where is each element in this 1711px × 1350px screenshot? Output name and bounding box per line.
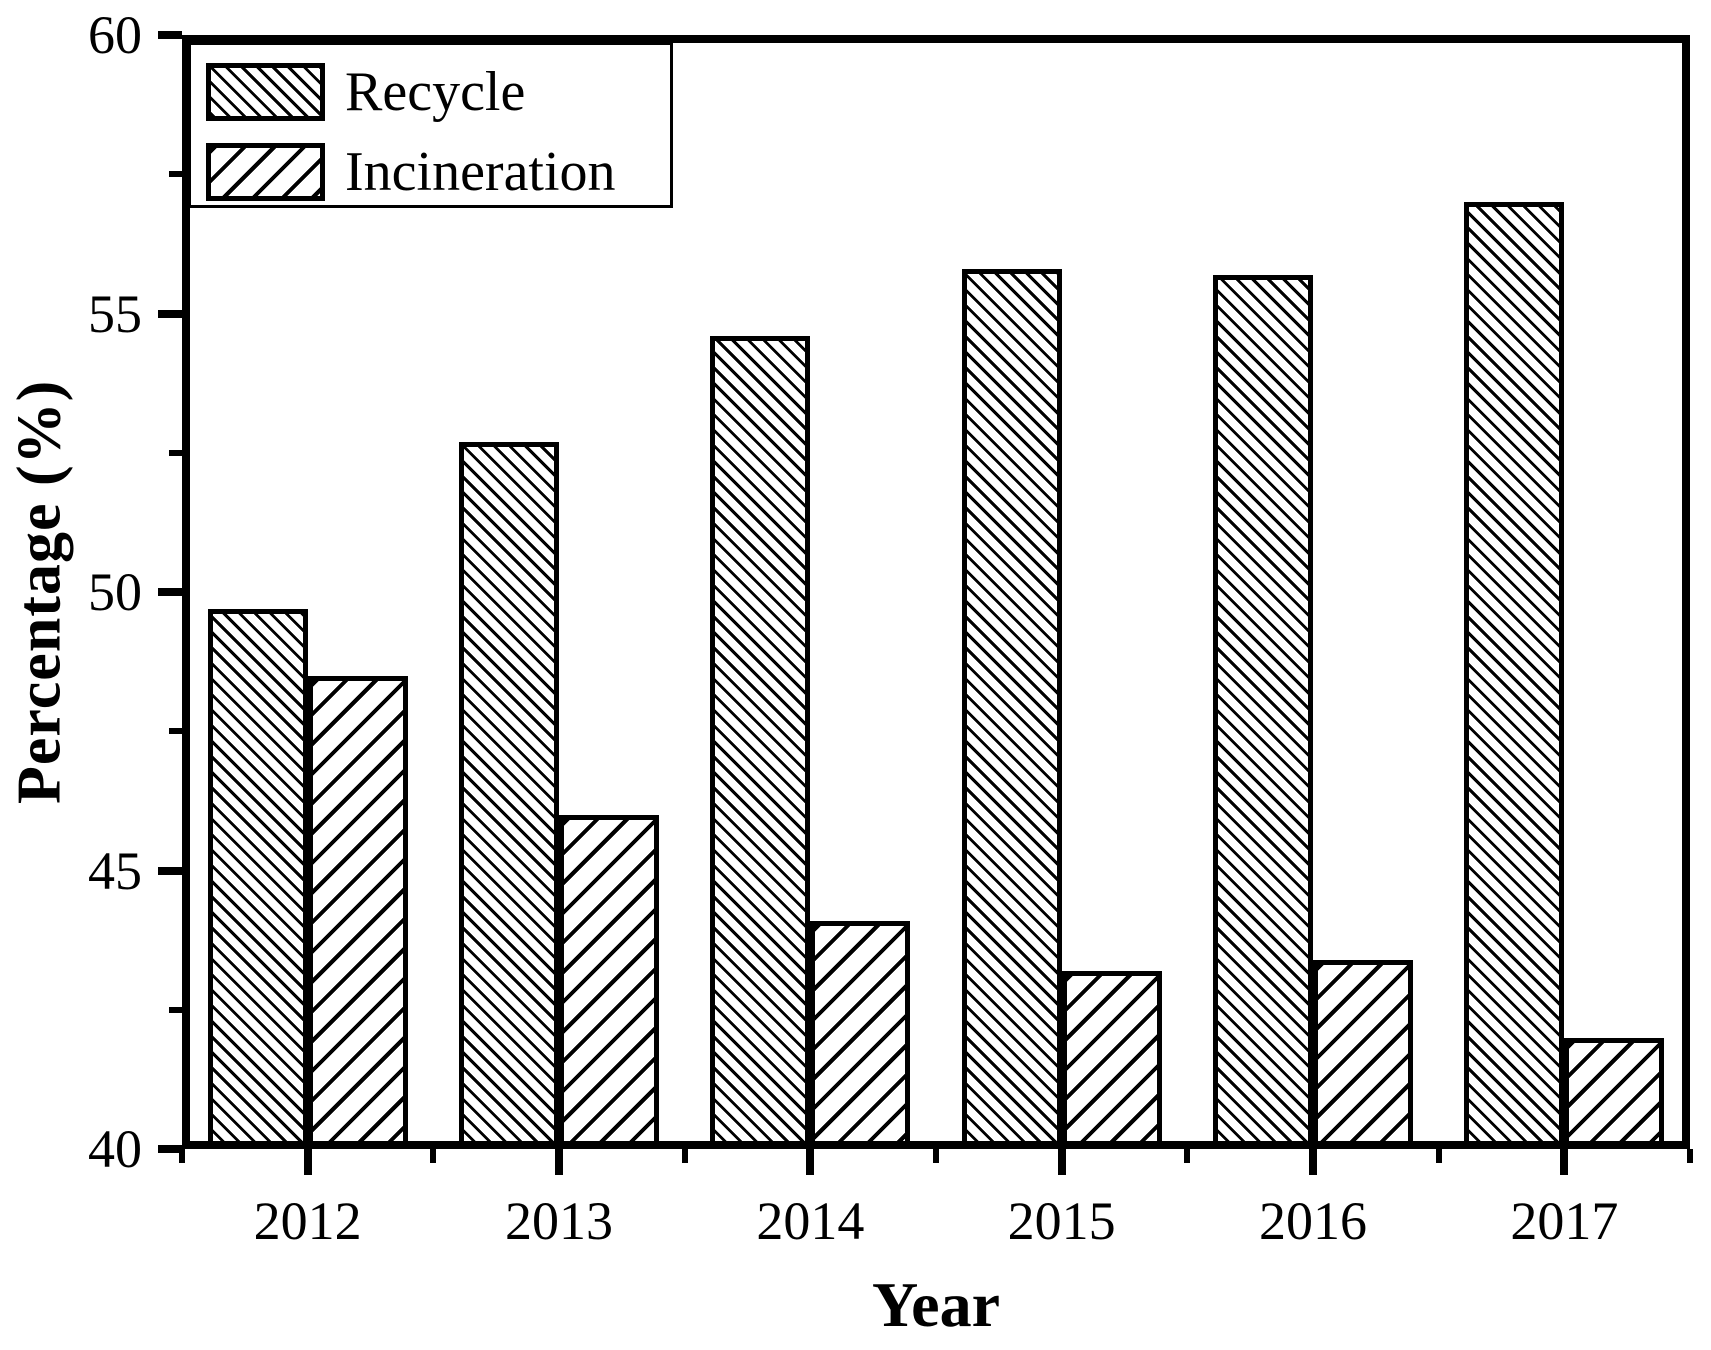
legend-swatch-incineration — [206, 143, 325, 201]
legend-label-incineration: Incineration — [345, 141, 616, 203]
x-tick-label-2015: 2015 — [1007, 1191, 1116, 1251]
x-minor-tick — [430, 1149, 437, 1163]
legend-swatch-recycle — [206, 63, 325, 121]
y-minor-tick — [169, 728, 182, 735]
x-major-tick — [1309, 1149, 1317, 1175]
y-major-tick — [158, 588, 182, 596]
bar-recycle-2017 — [1464, 202, 1565, 1149]
y-tick-label-55: 55 — [88, 283, 142, 344]
x-major-tick — [555, 1149, 563, 1175]
x-minor-tick — [1184, 1149, 1191, 1163]
x-minor-tick — [1435, 1149, 1442, 1163]
y-tick-label-45: 45 — [88, 840, 142, 901]
y-tick-label-40: 40 — [88, 1119, 142, 1179]
x-major-tick — [303, 1149, 312, 1175]
x-minor-tick — [179, 1149, 185, 1163]
y-minor-tick — [169, 1006, 182, 1013]
x-tick-label-2013: 2013 — [505, 1191, 613, 1251]
bar-recycle-2015 — [961, 268, 1062, 1149]
y-major-tick — [158, 31, 182, 39]
y-major-tick — [158, 309, 182, 318]
bar-recycle-2012 — [207, 608, 308, 1149]
bar-incineration-2015 — [1061, 970, 1162, 1149]
bar-incineration-2017 — [1564, 1037, 1665, 1149]
x-minor-tick — [681, 1149, 688, 1163]
bar-recycle-2016 — [1213, 274, 1313, 1149]
legend: Recycle Incineration — [188, 42, 673, 208]
plot-area: 40 45 50 55 60 2012 2013 2014 2015 2016 2017 — [88, 5, 1693, 1251]
x-major-tick — [1560, 1149, 1569, 1175]
x-tick-label-2017: 2017 — [1510, 1191, 1619, 1251]
bar-incineration-2012 — [307, 675, 408, 1149]
y-tick-label-60: 60 — [88, 5, 142, 65]
x-major-tick — [1057, 1149, 1066, 1175]
y-tick-label-50: 50 — [88, 562, 142, 622]
y-minor-tick — [169, 171, 182, 178]
x-tick-label-2016: 2016 — [1259, 1191, 1367, 1251]
y-major-tick — [158, 1145, 182, 1153]
x-tick-label-2014: 2014 — [756, 1191, 865, 1251]
x-axis-title: Year — [872, 1269, 1000, 1340]
bar-recycle-2014 — [710, 335, 811, 1149]
legend-label-recycle: Recycle — [345, 61, 526, 123]
y-major-tick — [158, 866, 182, 875]
x-minor-tick — [1687, 1149, 1693, 1163]
bar-recycle-2013 — [459, 441, 559, 1149]
y-minor-tick — [169, 449, 182, 456]
x-tick-label-2012: 2012 — [253, 1191, 362, 1251]
x-minor-tick — [933, 1149, 939, 1163]
bar-incineration-2013 — [559, 814, 659, 1149]
x-major-tick — [806, 1149, 815, 1175]
bar-incineration-2014 — [810, 920, 911, 1149]
bar-incineration-2016 — [1313, 959, 1413, 1149]
